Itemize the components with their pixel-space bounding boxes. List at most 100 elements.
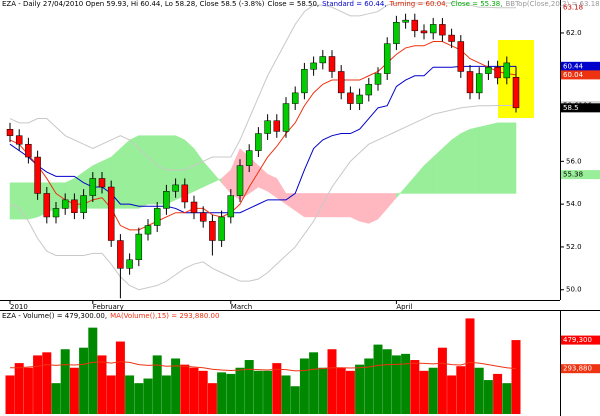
candle-body xyxy=(144,225,152,235)
volume-bar xyxy=(79,347,89,414)
candle-body xyxy=(61,199,69,209)
candle-body xyxy=(291,92,299,104)
volume-bar xyxy=(410,360,420,414)
candle-body xyxy=(475,73,483,94)
indicator-line xyxy=(9,2,516,171)
volume-bar xyxy=(272,363,282,414)
cloud-segment xyxy=(377,193,388,220)
candle-body xyxy=(448,34,455,42)
candle-body xyxy=(52,208,60,218)
volume-bar xyxy=(106,375,116,414)
cloud-segment xyxy=(193,147,204,192)
volume-bar xyxy=(97,355,107,414)
price-label: 60.44 xyxy=(563,62,584,70)
candle-body xyxy=(365,84,373,96)
volume-ma-line xyxy=(10,361,517,372)
candle-body xyxy=(43,193,51,218)
volume-bar xyxy=(60,349,70,414)
candle-body xyxy=(411,19,419,32)
volume-bar xyxy=(134,383,144,414)
volume-bar xyxy=(253,370,263,414)
x-tick-label: April xyxy=(396,303,412,311)
candle-body xyxy=(117,240,124,269)
candle-body xyxy=(301,69,308,94)
candle-body xyxy=(310,62,317,70)
volume-bar xyxy=(263,370,273,414)
volume-bar xyxy=(511,340,521,414)
price-label-bg xyxy=(561,70,600,80)
candle-body xyxy=(199,212,207,222)
volume-bar xyxy=(373,344,383,414)
candle-body xyxy=(98,178,106,188)
volume-bar xyxy=(115,341,125,414)
volume-bar xyxy=(198,370,208,414)
cloud-segment xyxy=(267,173,278,199)
candle-body xyxy=(512,76,520,109)
volume-bar xyxy=(226,373,236,414)
volume-bar xyxy=(474,367,484,414)
candle-body xyxy=(135,233,143,261)
cloud-segment xyxy=(451,133,462,194)
cloud-segment xyxy=(405,175,416,194)
header-text: Close = 58.50, xyxy=(267,0,319,8)
price-label: 479,300 xyxy=(563,336,592,344)
volume-bar xyxy=(345,370,355,414)
candle-body xyxy=(163,191,170,209)
price-label: 58.5 xyxy=(563,104,579,112)
cloud-segment xyxy=(469,126,480,194)
header-text: Turning = 60.04, xyxy=(389,0,448,8)
price-label-bg xyxy=(561,335,600,345)
x-tick-label: March xyxy=(231,303,252,311)
y-tick-label: 50.0 xyxy=(566,286,582,294)
cloud-segment xyxy=(386,193,397,210)
cloud-segment xyxy=(221,169,232,195)
volume-bar xyxy=(180,364,190,414)
cloud-segment xyxy=(359,193,370,224)
volume-bar xyxy=(336,367,346,414)
volume-bar xyxy=(161,375,171,414)
header-text: EZA - Volume() = 479,300.00, xyxy=(2,312,107,320)
header-text: Standard = 60.44, xyxy=(322,0,386,8)
volume-bar xyxy=(33,355,43,414)
candle-body xyxy=(172,184,179,192)
indicator-line xyxy=(9,104,517,291)
cloud-segment xyxy=(322,193,333,218)
candle-body xyxy=(420,30,428,34)
candle-body xyxy=(402,19,409,23)
candle-body xyxy=(457,41,465,72)
volume-bar xyxy=(502,383,512,414)
candle-body xyxy=(209,221,216,241)
price-label-bg xyxy=(561,61,600,71)
candle-body xyxy=(328,56,336,72)
header-text: MA(Volume(),15) = 293,880.00 xyxy=(110,312,219,320)
candle-body xyxy=(282,103,290,132)
volume-bar xyxy=(143,378,153,414)
price-label: 60.04 xyxy=(563,71,584,79)
candle-body xyxy=(245,150,253,166)
volume-bar xyxy=(290,386,300,414)
price-label: 63.18 xyxy=(563,4,583,12)
volume-bar xyxy=(88,327,98,414)
candle-body xyxy=(264,120,271,134)
candle-body xyxy=(190,201,198,213)
y-tick-label: 52.0 xyxy=(566,243,582,251)
y-tick-label: 54.0 xyxy=(566,200,582,208)
candle-body xyxy=(319,56,327,64)
price-label-bg xyxy=(561,170,600,180)
cloud-segment xyxy=(18,182,29,220)
cloud-segment xyxy=(120,139,130,209)
volume-bar xyxy=(428,367,438,414)
cloud-segment xyxy=(294,193,305,218)
volume-bar xyxy=(327,349,337,414)
volume-bar xyxy=(364,358,374,414)
indicator-line xyxy=(9,41,517,231)
cloud-segment xyxy=(460,128,471,194)
candle-body xyxy=(126,259,133,269)
cloud-segment xyxy=(212,171,222,184)
volume-bar xyxy=(171,358,181,414)
header-text: EZA - Daily 27/04/2010 Open 59.93, Hi 60… xyxy=(2,0,265,8)
cloud-segment xyxy=(442,139,452,194)
candle-body xyxy=(503,62,511,79)
volume-bar xyxy=(391,355,401,414)
